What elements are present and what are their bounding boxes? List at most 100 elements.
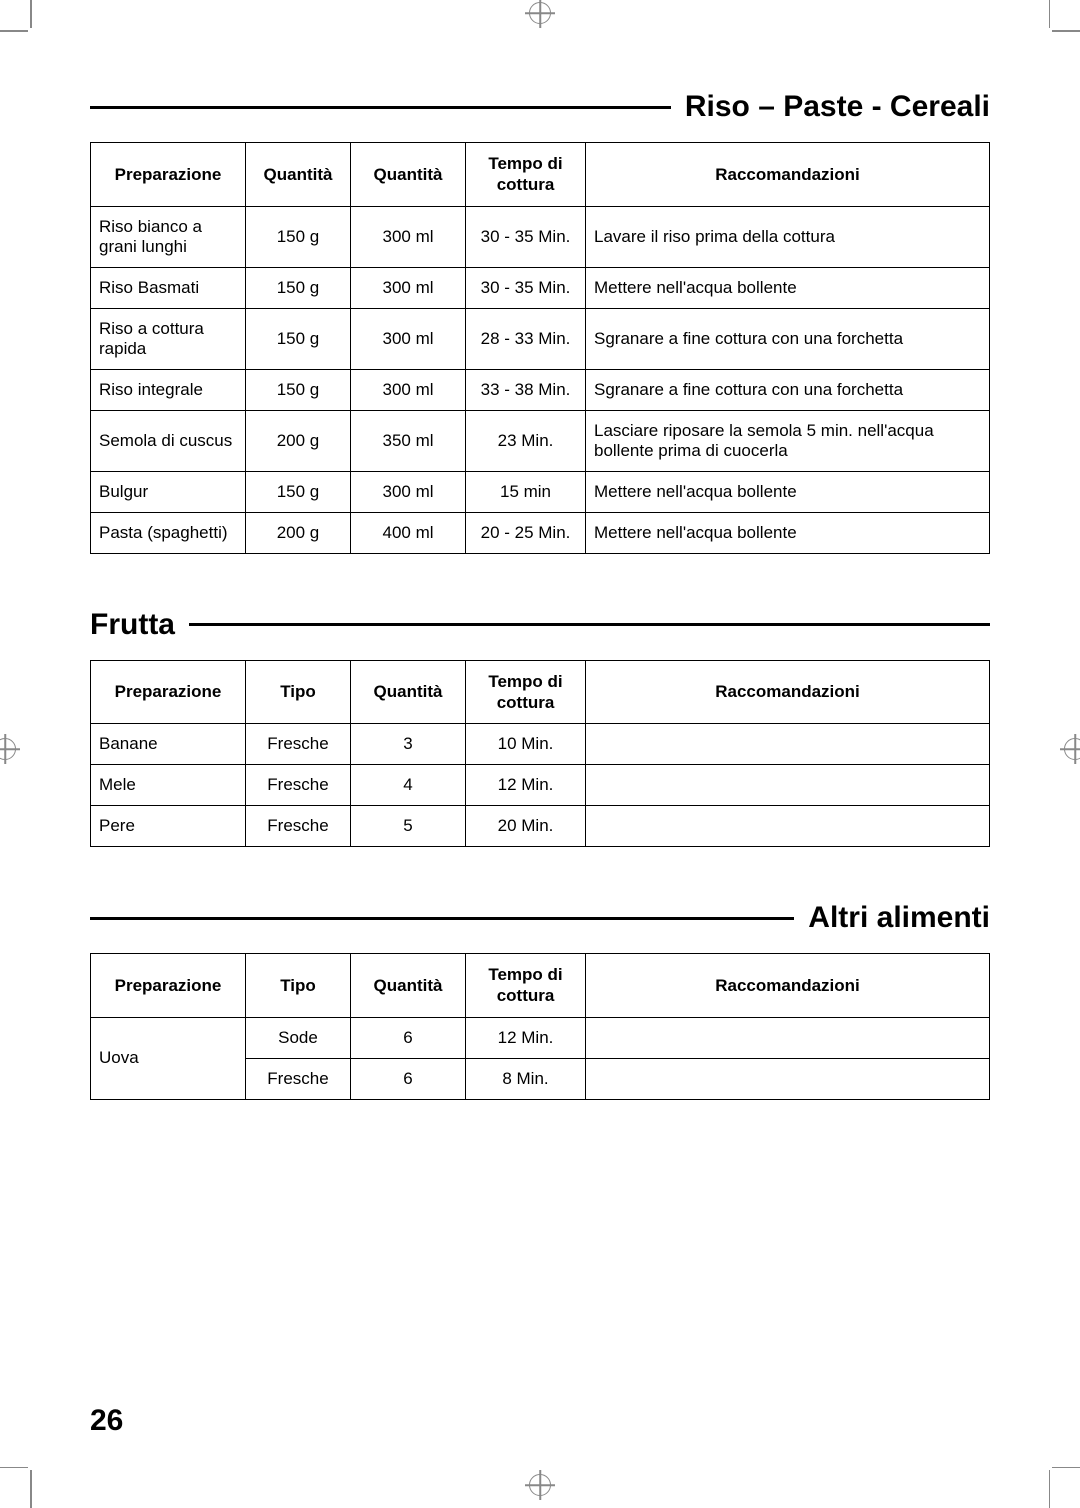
cell-time: 23 Min. xyxy=(466,410,586,471)
cell-tipo: Sode xyxy=(246,1017,351,1058)
crop-mark xyxy=(30,0,32,28)
table-row: Bulgur 150 g 300 ml 15 min Mettere nell'… xyxy=(91,471,990,512)
page-number: 26 xyxy=(90,1404,123,1438)
cell-q: 5 xyxy=(351,806,466,847)
col-header: Quantità xyxy=(351,660,466,724)
cell-q1: 200 g xyxy=(246,410,351,471)
cell-rec: Lavare il riso prima della cottura xyxy=(586,206,990,267)
table-header-row: Preparazione Tipo Quantità Tempo di cott… xyxy=(91,954,990,1018)
crop-mark xyxy=(1052,30,1080,32)
cell-prep: Riso bianco a grani lunghi xyxy=(91,206,246,267)
cell-prep: Riso a cottura rapida xyxy=(91,308,246,369)
cell-q2: 300 ml xyxy=(351,267,466,308)
table-row: Riso a cottura rapida 150 g 300 ml 28 - … xyxy=(91,308,990,369)
cell-prep: Riso Basmati xyxy=(91,267,246,308)
cell-q2: 300 ml xyxy=(351,206,466,267)
cell-prep: Pasta (spaghetti) xyxy=(91,512,246,553)
cell-prep: Semola di cuscus xyxy=(91,410,246,471)
registration-mark xyxy=(529,1474,551,1496)
col-header: Tipo xyxy=(246,954,351,1018)
cell-rec xyxy=(586,724,990,765)
cell-rec: Sgranare a fine cottura con una forchett… xyxy=(586,308,990,369)
col-header: Raccomandazioni xyxy=(586,954,990,1018)
cell-tipo: Fresche xyxy=(246,1058,351,1099)
section-title: Altri alimenti xyxy=(808,901,990,935)
cell-time: 20 - 25 Min. xyxy=(466,512,586,553)
heading-rule xyxy=(189,623,990,626)
page-content: Riso – Paste - Cereali Preparazione Quan… xyxy=(0,0,1080,1140)
heading-rule xyxy=(90,106,671,109)
col-header: Tempo di cottura xyxy=(466,143,586,207)
cell-rec: Mettere nell'acqua bollente xyxy=(586,471,990,512)
crop-mark xyxy=(30,1470,32,1508)
table-row: Pere Fresche 5 20 Min. xyxy=(91,806,990,847)
cell-time: 12 Min. xyxy=(466,1017,586,1058)
cell-time: 12 Min. xyxy=(466,765,586,806)
cell-rec xyxy=(586,1058,990,1099)
table-row: Banane Fresche 3 10 Min. xyxy=(91,724,990,765)
cell-time: 30 - 35 Min. xyxy=(466,267,586,308)
cell-q1: 150 g xyxy=(246,206,351,267)
cell-time: 15 min xyxy=(466,471,586,512)
cell-q1: 150 g xyxy=(246,369,351,410)
col-header: Preparazione xyxy=(91,954,246,1018)
cell-prep: Pere xyxy=(91,806,246,847)
frutta-table: Preparazione Tipo Quantità Tempo di cott… xyxy=(90,660,990,848)
cell-q: 6 xyxy=(351,1058,466,1099)
col-header: Quantità xyxy=(351,954,466,1018)
cell-rec xyxy=(586,765,990,806)
table-row: Riso Basmati 150 g 300 ml 30 - 35 Min. M… xyxy=(91,267,990,308)
cell-q2: 300 ml xyxy=(351,308,466,369)
section-title: Frutta xyxy=(90,608,175,642)
col-header: Raccomandazioni xyxy=(586,143,990,207)
cell-q: 4 xyxy=(351,765,466,806)
cell-q1: 200 g xyxy=(246,512,351,553)
table-header-row: Preparazione Tipo Quantità Tempo di cott… xyxy=(91,660,990,724)
crop-mark xyxy=(1049,1470,1051,1508)
col-header: Raccomandazioni xyxy=(586,660,990,724)
cell-prep: Bulgur xyxy=(91,471,246,512)
col-header: Quantità xyxy=(246,143,351,207)
cell-tipo: Fresche xyxy=(246,724,351,765)
cell-prep: Mele xyxy=(91,765,246,806)
table-header-row: Preparazione Quantità Quantità Tempo di … xyxy=(91,143,990,207)
table-row: Semola di cuscus 200 g 350 ml 23 Min. La… xyxy=(91,410,990,471)
cell-tipo: Fresche xyxy=(246,806,351,847)
crop-mark xyxy=(1052,1467,1080,1469)
cell-time: 33 - 38 Min. xyxy=(466,369,586,410)
section-title: Riso – Paste - Cereali xyxy=(685,90,990,124)
altri-table: Preparazione Tipo Quantità Tempo di cott… xyxy=(90,953,990,1100)
cell-rec xyxy=(586,806,990,847)
heading-rule xyxy=(90,917,794,920)
cell-time: 20 Min. xyxy=(466,806,586,847)
cell-time: 8 Min. xyxy=(466,1058,586,1099)
col-header: Tempo di cottura xyxy=(466,954,586,1018)
cell-prep: Uova xyxy=(91,1017,246,1099)
cell-prep: Riso integrale xyxy=(91,369,246,410)
table-row: Uova Sode 6 12 Min. xyxy=(91,1017,990,1058)
cell-rec xyxy=(586,1017,990,1058)
cell-q2: 400 ml xyxy=(351,512,466,553)
table-row: Mele Fresche 4 12 Min. xyxy=(91,765,990,806)
col-header: Preparazione xyxy=(91,143,246,207)
col-header: Preparazione xyxy=(91,660,246,724)
cell-rec: Lasciare riposare la semola 5 min. nell'… xyxy=(586,410,990,471)
cell-q: 6 xyxy=(351,1017,466,1058)
table-row: Pasta (spaghetti) 200 g 400 ml 20 - 25 M… xyxy=(91,512,990,553)
cell-q2: 300 ml xyxy=(351,471,466,512)
registration-mark xyxy=(529,2,551,24)
col-header: Tempo di cottura xyxy=(466,660,586,724)
cell-rec: Mettere nell'acqua bollente xyxy=(586,267,990,308)
riso-table: Preparazione Quantità Quantità Tempo di … xyxy=(90,142,990,554)
section-heading-altri: Altri alimenti xyxy=(90,901,990,935)
cell-q1: 150 g xyxy=(246,267,351,308)
crop-mark xyxy=(0,30,28,32)
table-row: Riso integrale 150 g 300 ml 33 - 38 Min.… xyxy=(91,369,990,410)
cell-rec: Mettere nell'acqua bollente xyxy=(586,512,990,553)
cell-time: 30 - 35 Min. xyxy=(466,206,586,267)
table-row: Riso bianco a grani lunghi 150 g 300 ml … xyxy=(91,206,990,267)
crop-mark xyxy=(1049,0,1051,28)
cell-rec: Sgranare a fine cottura con una forchett… xyxy=(586,369,990,410)
cell-time: 10 Min. xyxy=(466,724,586,765)
cell-q2: 300 ml xyxy=(351,369,466,410)
